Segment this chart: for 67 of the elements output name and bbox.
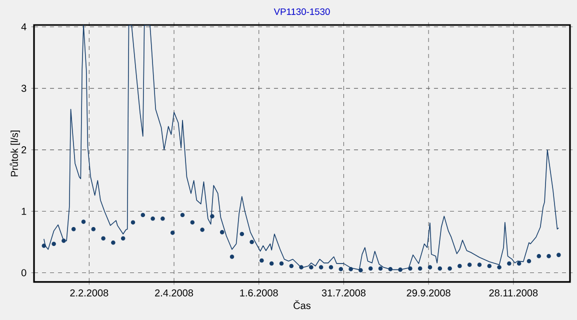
point (497, 265, 502, 270)
x-tick-label: 29.9.2008 (406, 289, 450, 296)
point (170, 230, 175, 235)
point (190, 220, 195, 224)
point (71, 226, 76, 232)
point (150, 216, 155, 221)
point (458, 264, 462, 268)
point (526, 258, 532, 264)
point (328, 265, 334, 270)
x-tick-label: 2.2.2008 (70, 289, 108, 296)
point (309, 265, 314, 270)
point (269, 261, 274, 266)
y-tick-label: 0 (21, 269, 26, 276)
point (62, 238, 66, 243)
point (348, 266, 353, 272)
point (140, 212, 146, 218)
point (556, 252, 561, 258)
point (111, 240, 116, 245)
point (368, 266, 373, 271)
point (180, 212, 185, 218)
point (42, 244, 46, 248)
y-tick-label: 1 (22, 208, 26, 215)
point (52, 242, 56, 246)
point (516, 261, 522, 266)
point (358, 268, 363, 272)
point (299, 265, 304, 270)
y-axis-title: Průtok [l/s] (10, 130, 20, 176)
point (160, 216, 165, 221)
point (507, 261, 512, 266)
point (477, 262, 482, 267)
point (408, 266, 412, 271)
point (81, 220, 86, 224)
point (101, 236, 106, 240)
point (318, 265, 324, 270)
point (546, 254, 551, 258)
x-axis-title: Čas (294, 300, 311, 310)
point (200, 228, 204, 232)
y-tick-label: 3 (21, 84, 26, 92)
x-tick-label: 31.7.2008 (322, 289, 366, 296)
point (240, 232, 244, 236)
x-tick-label: 28.11.2008 (489, 289, 538, 296)
x-tick-label: 1.6.2008 (240, 289, 278, 296)
point (338, 266, 344, 272)
point (220, 230, 224, 234)
point (260, 258, 264, 263)
point (398, 268, 402, 272)
point (428, 265, 432, 270)
chart-title: VP1130-1530 (274, 8, 330, 15)
x-tick-label: 2.4.2008 (155, 289, 194, 296)
point (91, 226, 96, 232)
point (438, 266, 442, 271)
y-tick-label: 2 (22, 146, 26, 154)
point (120, 236, 126, 240)
point (536, 254, 542, 258)
y-tick-label: 4 (21, 23, 26, 30)
point (250, 240, 254, 244)
point (378, 266, 383, 271)
point (210, 214, 214, 218)
point (448, 266, 452, 271)
point (230, 254, 234, 259)
point (289, 264, 294, 268)
point (467, 262, 472, 267)
point (487, 264, 492, 268)
point (279, 261, 284, 266)
point (388, 266, 393, 272)
point (130, 220, 136, 224)
point (418, 266, 422, 271)
